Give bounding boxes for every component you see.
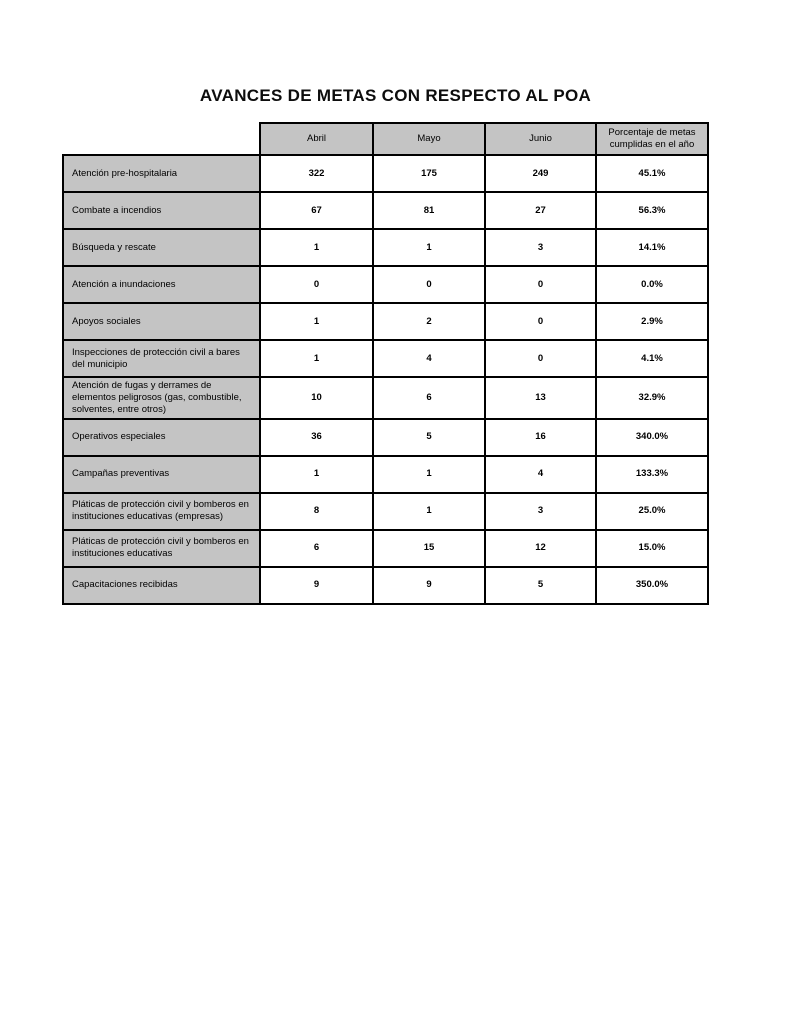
- table-row: Operativos especiales 36 5 16 340.0%: [62, 417, 709, 457]
- poa-goals-table: Abril Mayo Junio Porcentaje de metas cum…: [62, 122, 709, 605]
- cell-junio: 0: [484, 302, 597, 341]
- cell-porcentaje: 45.1%: [595, 154, 709, 193]
- cell-junio: 12: [484, 528, 597, 568]
- cell-mayo: 81: [372, 191, 486, 230]
- table-row: Búsqueda y rescate 1 1 3 14.1%: [62, 228, 709, 267]
- row-label: Apoyos sociales: [62, 302, 261, 341]
- table-row: Atención a inundaciones 0 0 0 0.0%: [62, 265, 709, 304]
- cell-abril: 67: [259, 191, 374, 230]
- cell-junio: 5: [484, 565, 597, 605]
- cell-porcentaje: 15.0%: [595, 528, 709, 568]
- cell-mayo: 1: [372, 228, 486, 267]
- row-label: Atención de fugas y derrames de elemento…: [62, 376, 261, 420]
- cell-junio: 3: [484, 491, 597, 531]
- cell-junio: 4: [484, 454, 597, 494]
- cell-abril: 1: [259, 454, 374, 494]
- cell-mayo: 0: [372, 265, 486, 304]
- cell-mayo: 6: [372, 376, 486, 420]
- cell-junio: 27: [484, 191, 597, 230]
- cell-abril: 9: [259, 565, 374, 605]
- cell-mayo: 5: [372, 417, 486, 457]
- col-header-abril: Abril: [259, 122, 374, 156]
- cell-abril: 10: [259, 376, 374, 420]
- cell-porcentaje: 32.9%: [595, 376, 709, 420]
- table-row: Atención pre-hospitalaria 322 175 249 45…: [62, 154, 709, 193]
- cell-abril: 1: [259, 228, 374, 267]
- row-label: Búsqueda y rescate: [62, 228, 261, 267]
- cell-abril: 0: [259, 265, 374, 304]
- cell-junio: 0: [484, 265, 597, 304]
- table-row: Pláticas de protección civil y bomberos …: [62, 528, 709, 568]
- cell-porcentaje: 2.9%: [595, 302, 709, 341]
- cell-porcentaje: 14.1%: [595, 228, 709, 267]
- cell-junio: 13: [484, 376, 597, 420]
- cell-mayo: 1: [372, 491, 486, 531]
- col-header-porcentaje: Porcentaje de metas cumplidas en el año: [595, 122, 709, 156]
- page-title: AVANCES DE METAS CON RESPECTO AL POA: [199, 86, 592, 105]
- cell-junio: 0: [484, 339, 597, 378]
- cell-porcentaje: 133.3%: [595, 454, 709, 494]
- cell-abril: 6: [259, 528, 374, 568]
- table-row: Combate a incendios 67 81 27 56.3%: [62, 191, 709, 230]
- table-row: Campañas preventivas 1 1 4 133.3%: [62, 454, 709, 494]
- col-header-junio: Junio: [484, 122, 597, 156]
- table-row: Apoyos sociales 1 2 0 2.9%: [62, 302, 709, 341]
- cell-mayo: 2: [372, 302, 486, 341]
- cell-abril: 8: [259, 491, 374, 531]
- row-label: Operativos especiales: [62, 417, 261, 457]
- cell-abril: 322: [259, 154, 374, 193]
- cell-porcentaje: 25.0%: [595, 491, 709, 531]
- table-row: Capacitaciones recibidas 9 9 5 350.0%: [62, 565, 709, 605]
- cell-junio: 249: [484, 154, 597, 193]
- cell-porcentaje: 0.0%: [595, 265, 709, 304]
- row-label: Pláticas de protección civil y bomberos …: [62, 528, 261, 568]
- cell-abril: 1: [259, 302, 374, 341]
- table-row: Atención de fugas y derrames de elemento…: [62, 376, 709, 420]
- table-header-row: Abril Mayo Junio Porcentaje de metas cum…: [63, 122, 709, 156]
- cell-mayo: 4: [372, 339, 486, 378]
- row-label: Pláticas de protección civil y bomberos …: [62, 491, 261, 531]
- row-label: Combate a incendios: [62, 191, 261, 230]
- table-row: Inspecciones de protección civil a bares…: [62, 339, 709, 378]
- cell-junio: 16: [484, 417, 597, 457]
- row-label: Campañas preventivas: [62, 454, 261, 494]
- table-row: Pláticas de protección civil y bomberos …: [62, 491, 709, 531]
- cell-mayo: 175: [372, 154, 486, 193]
- cell-porcentaje: 56.3%: [595, 191, 709, 230]
- cell-abril: 1: [259, 339, 374, 378]
- corner-cell: [63, 123, 260, 155]
- row-label: Capacitaciones recibidas: [62, 565, 261, 605]
- col-header-mayo: Mayo: [372, 122, 486, 156]
- cell-junio: 3: [484, 228, 597, 267]
- cell-mayo: 1: [372, 454, 486, 494]
- row-label: Atención a inundaciones: [62, 265, 261, 304]
- row-label: Atención pre-hospitalaria: [62, 154, 261, 193]
- cell-mayo: 15: [372, 528, 486, 568]
- cell-mayo: 9: [372, 565, 486, 605]
- cell-porcentaje: 340.0%: [595, 417, 709, 457]
- cell-porcentaje: 4.1%: [595, 339, 709, 378]
- row-label: Inspecciones de protección civil a bares…: [62, 339, 261, 378]
- cell-abril: 36: [259, 417, 374, 457]
- cell-porcentaje: 350.0%: [595, 565, 709, 605]
